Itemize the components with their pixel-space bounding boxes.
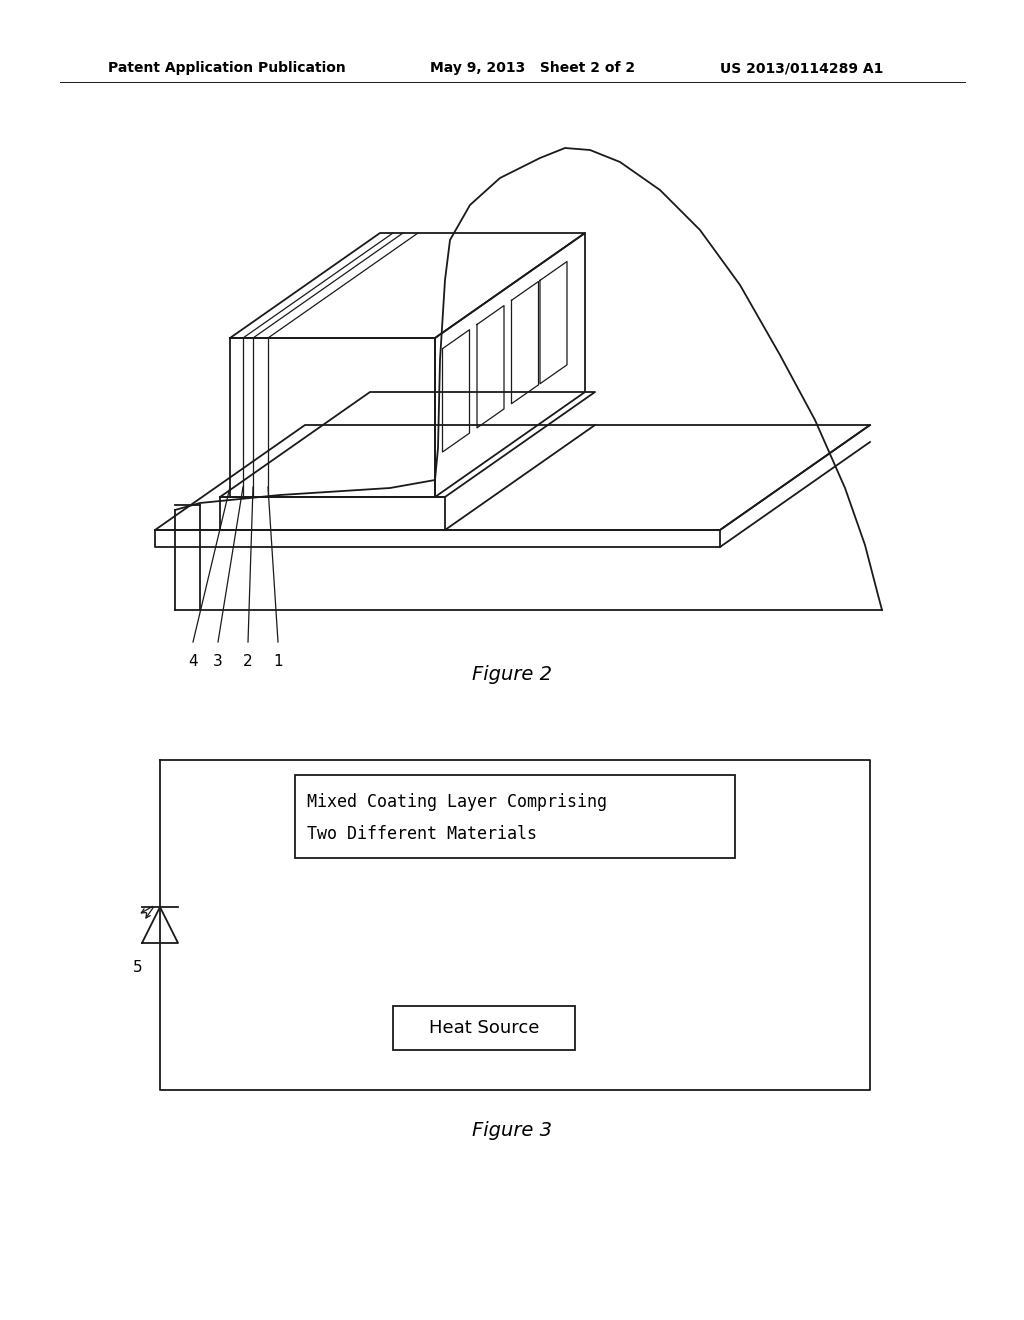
- Text: 1: 1: [273, 653, 283, 669]
- Text: Heat Source: Heat Source: [429, 1019, 540, 1038]
- Text: 5: 5: [133, 961, 142, 975]
- Bar: [393, 1006, 575, 1049]
- Text: 4: 4: [188, 653, 198, 669]
- Text: Patent Application Publication: Patent Application Publication: [108, 61, 346, 75]
- Text: 3: 3: [213, 653, 223, 669]
- Bar: [295, 775, 735, 858]
- Text: Mixed Coating Layer Comprising: Mixed Coating Layer Comprising: [307, 793, 607, 810]
- Text: Figure 2: Figure 2: [472, 665, 552, 685]
- Text: Figure 3: Figure 3: [472, 1121, 552, 1139]
- Text: May 9, 2013   Sheet 2 of 2: May 9, 2013 Sheet 2 of 2: [430, 61, 635, 75]
- Text: Two Different Materials: Two Different Materials: [307, 825, 537, 843]
- Text: 2: 2: [243, 653, 253, 669]
- Text: US 2013/0114289 A1: US 2013/0114289 A1: [720, 61, 884, 75]
